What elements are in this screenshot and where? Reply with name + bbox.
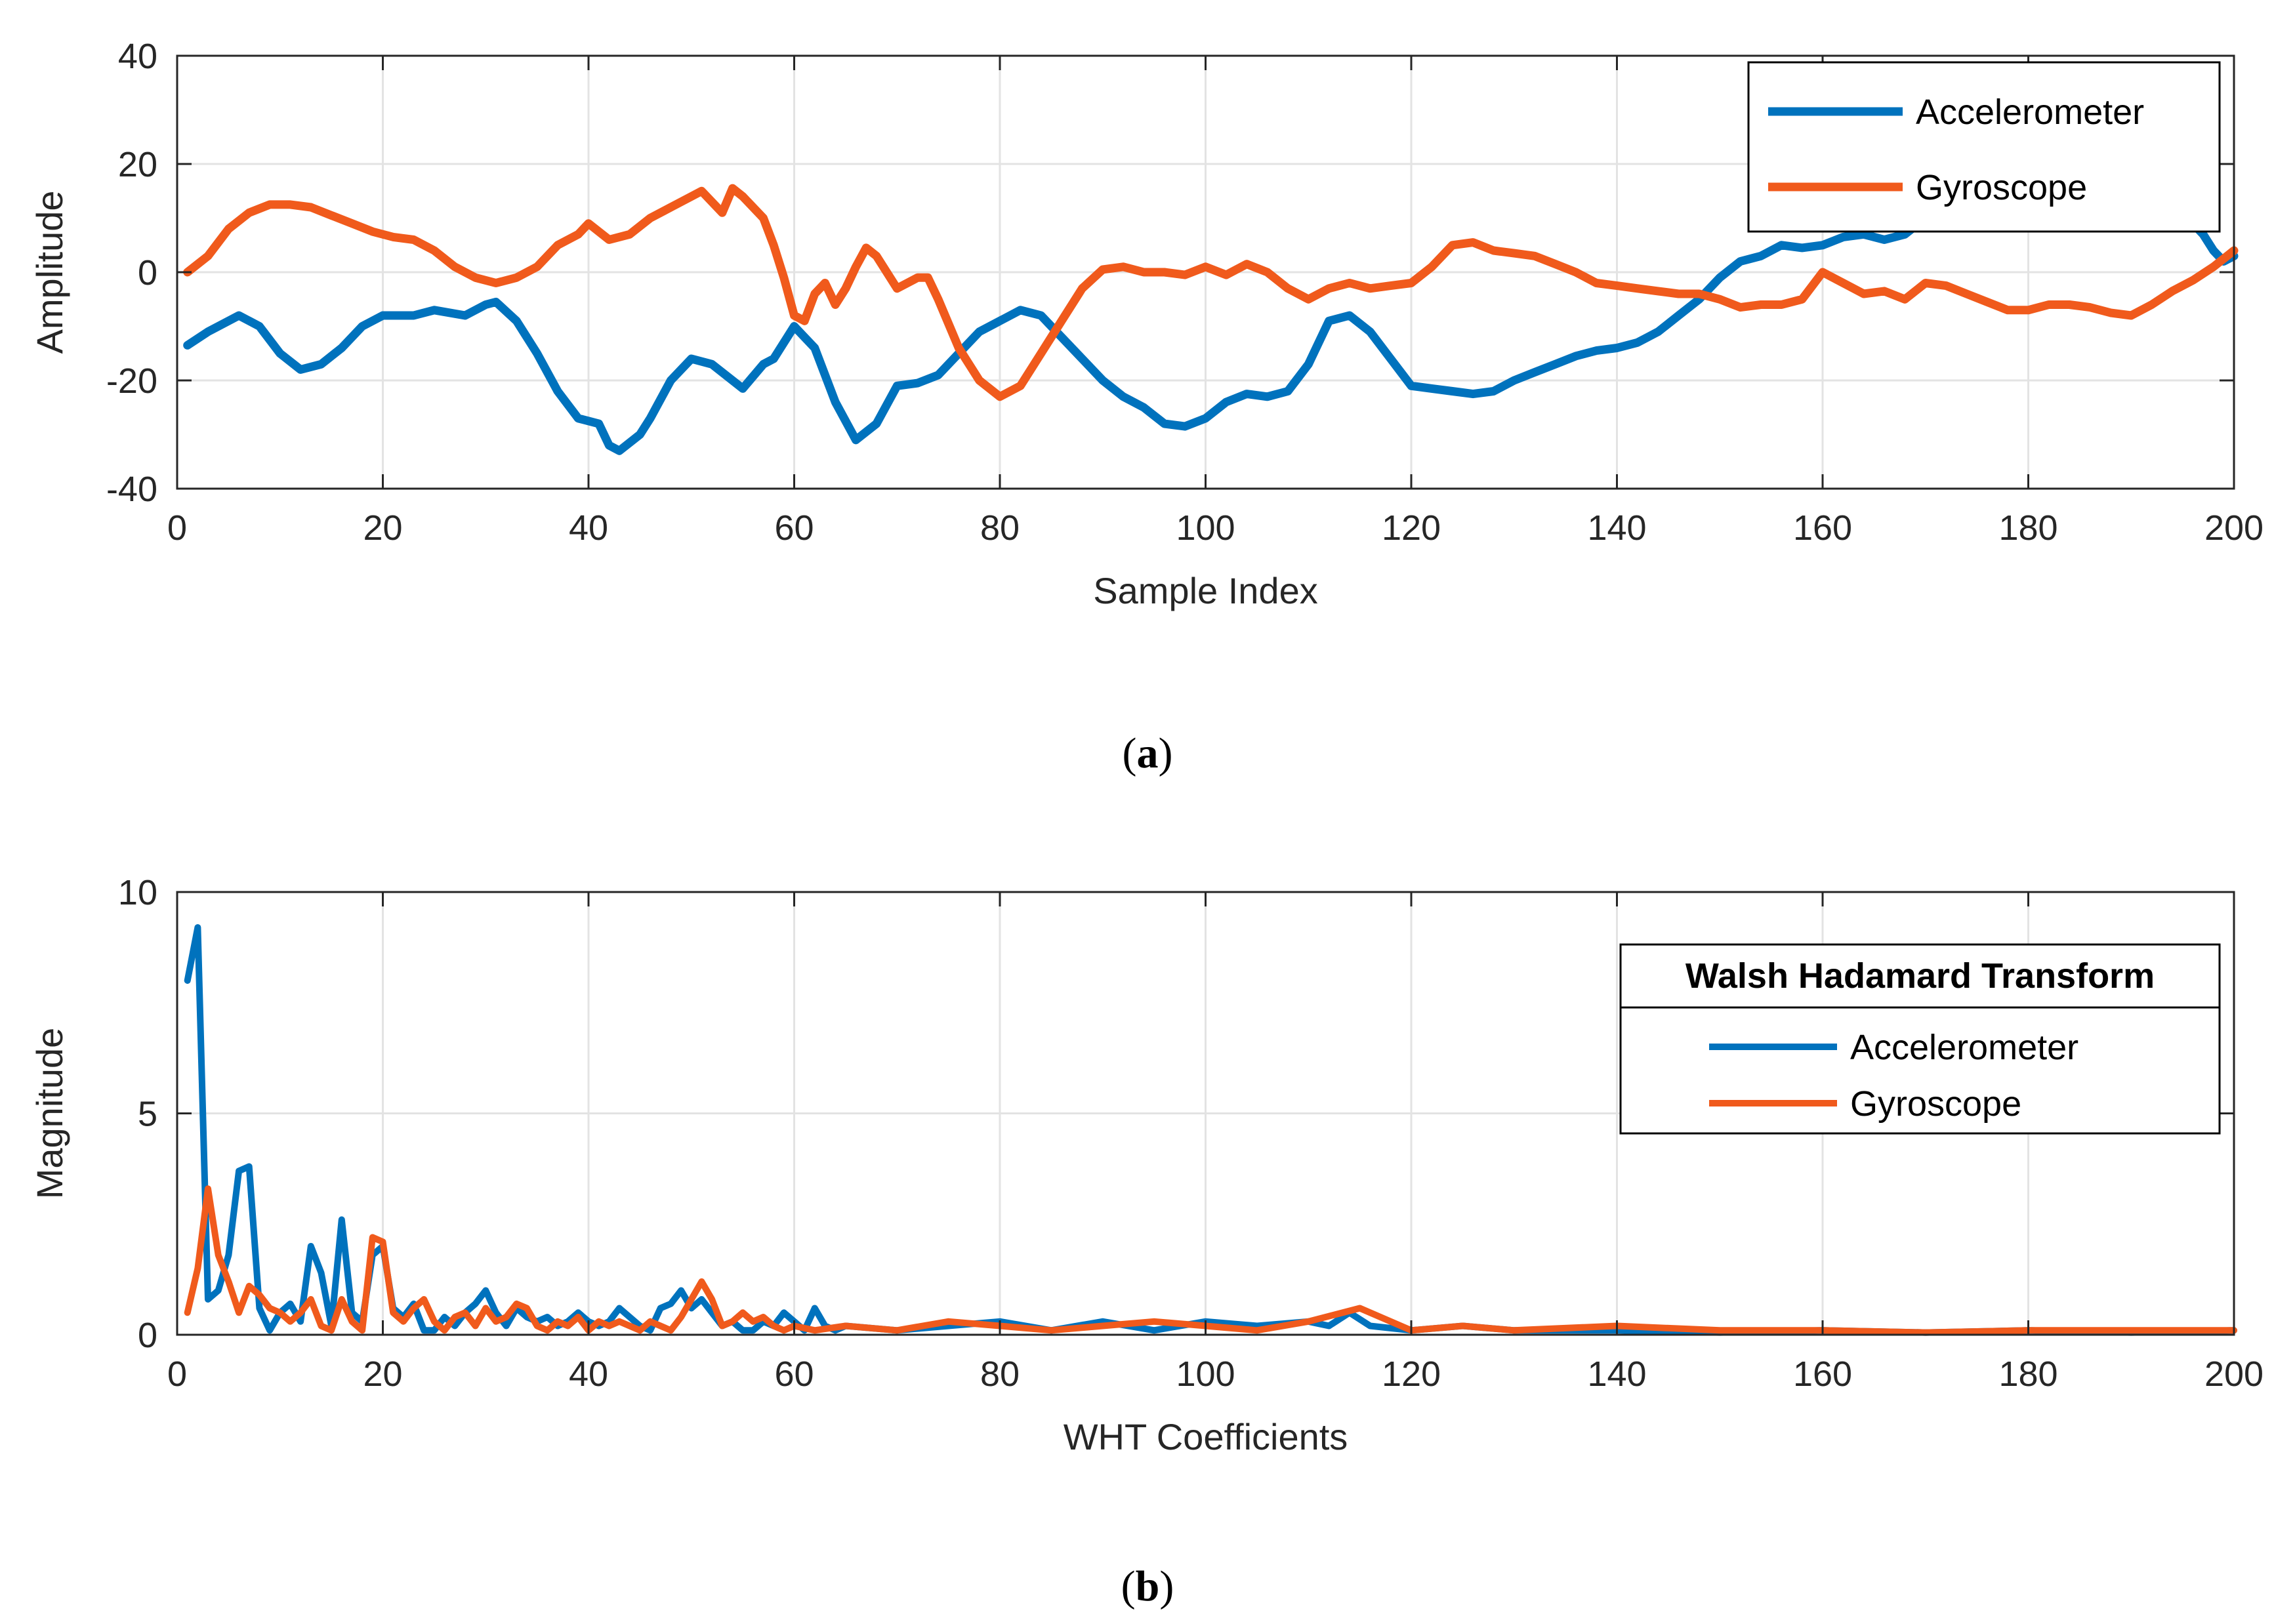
chart-b-y-ticks: 0 5 10 xyxy=(118,873,2234,1355)
chart-a-x-tick-label: 60 xyxy=(774,508,814,548)
chart-b-x-tick-label: 40 xyxy=(569,1354,608,1394)
chart-a-series-gyroscope xyxy=(183,184,2239,401)
chart-a-legend-label-accelerometer: Accelerometer xyxy=(1916,92,2144,132)
chart-b-legend: Walsh Hadamard Transform Accelerometer Gyr… xyxy=(1619,943,2221,1135)
chart-b-x-ticks: 0 20 40 60 80 100 120 140 160 180 200 xyxy=(167,892,2264,1394)
chart-b-legend-label-gyroscope: Gyroscope xyxy=(1850,1084,2021,1124)
chart-a-legend-box xyxy=(1747,61,2221,233)
chart-b-caption: (b) xyxy=(1121,1562,1174,1610)
chart-a-caption: (a) xyxy=(1123,729,1173,777)
chart-a-x-tick-label: 160 xyxy=(1793,508,1852,548)
chart-a-y-tick-label: 0 xyxy=(138,253,157,293)
chart-a-x-tick-label: 80 xyxy=(980,508,1020,548)
chart-a-x-tick-label: 20 xyxy=(363,508,402,548)
chart-a-y-tick-label: 40 xyxy=(118,37,157,76)
chart-b-y-tick-label: 5 xyxy=(138,1095,157,1134)
chart-a-y-axis-label: Amplitude xyxy=(29,190,70,354)
chart-b-x-tick-label: 0 xyxy=(167,1354,187,1394)
chart-a-y-ticks: -40 -20 0 20 40 xyxy=(106,37,2234,509)
chart-a-y-tick-label: -40 xyxy=(106,470,157,509)
chart-b-legend-label-accelerometer: Accelerometer xyxy=(1850,1028,2078,1067)
chart-b-series-gyroscope xyxy=(184,1185,2237,1336)
chart-b: 0 20 40 60 80 100 120 140 160 180 200 0 5 10 WHT Coe… xyxy=(29,873,2264,1610)
chart-a-x-ticks: 0 20 40 60 80 100 120 140 160 180 200 xyxy=(167,56,2264,548)
chart-a-x-tick-label: 200 xyxy=(2204,508,2264,548)
chart-b-x-tick-label: 180 xyxy=(1998,1354,2057,1394)
chart-a-legend-label-gyroscope: Gyroscope xyxy=(1916,168,2087,207)
chart-a-x-tick-label: 120 xyxy=(1382,508,1441,548)
chart-b-x-tick-label: 100 xyxy=(1176,1354,1235,1394)
chart-b-x-tick-label: 140 xyxy=(1587,1354,1646,1394)
chart-b-y-tick-label: 0 xyxy=(138,1316,157,1355)
chart-b-x-tick-label: 200 xyxy=(2204,1354,2264,1394)
chart-a-x-tick-label: 180 xyxy=(1998,508,2057,548)
chart-b-y-tick-label: 10 xyxy=(118,873,157,912)
chart-a-x-tick-label: 0 xyxy=(167,508,187,548)
chart-a-legend: Accelerometer Gyroscope xyxy=(1747,61,2221,233)
chart-b-x-axis-label: WHT Coefficients xyxy=(1064,1416,1348,1457)
chart-b-x-tick-label: 80 xyxy=(980,1354,1020,1394)
chart-a-x-axis-label: Sample Index xyxy=(1093,570,1317,611)
chart-a: 0 20 40 60 80 100 120 140 160 180 200 -40-2002040 … xyxy=(29,37,2264,777)
chart-b-x-tick-label: 60 xyxy=(774,1354,814,1394)
chart-b-x-tick-label: 20 xyxy=(363,1354,402,1394)
chart-b-series-accelerometer xyxy=(184,924,2237,1336)
chart-a-x-tick-label: 140 xyxy=(1587,508,1646,548)
chart-a-y-tick-label: -20 xyxy=(106,361,157,401)
chart-b-x-tick-label: 160 xyxy=(1793,1354,1852,1394)
chart-a-x-tick-label: 40 xyxy=(569,508,608,548)
chart-b-series xyxy=(184,924,2237,1336)
chart-a-x-tick-label: 100 xyxy=(1176,508,1235,548)
chart-b-x-tick-label: 120 xyxy=(1382,1354,1441,1394)
chart-b-legend-title: Walsh Hadamard Transform xyxy=(1685,956,2155,996)
chart-b-y-axis-label: Magnitude xyxy=(29,1028,70,1200)
chart-a-y-tick-label: 20 xyxy=(118,145,157,184)
